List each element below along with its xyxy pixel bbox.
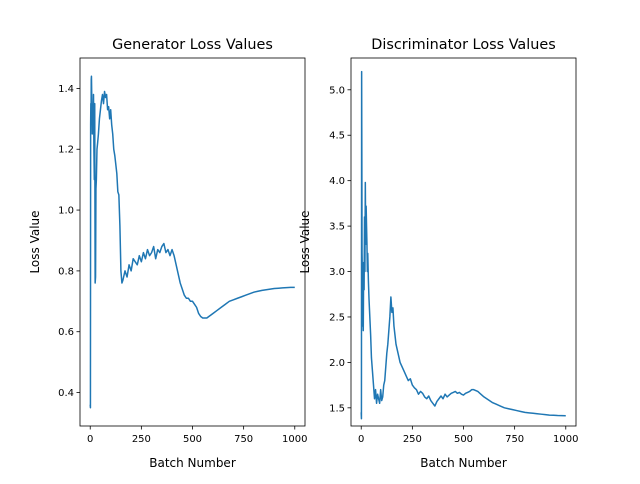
x-tick-label: 1000 bbox=[282, 434, 307, 445]
y-tick-label: 1.2 bbox=[58, 145, 74, 156]
x-tick-label: 500 bbox=[454, 434, 473, 445]
y-tick-label: 2.0 bbox=[329, 358, 345, 369]
x-tick-label: 0 bbox=[87, 434, 93, 445]
x-axis-label: Batch Number bbox=[420, 456, 507, 470]
x-tick-label: 250 bbox=[403, 434, 422, 445]
chart-title: Discriminator Loss Values bbox=[371, 37, 555, 53]
chart-title: Generator Loss Values bbox=[112, 37, 273, 53]
y-tick-label: 1.4 bbox=[58, 84, 74, 95]
x-tick-label: 750 bbox=[234, 434, 253, 445]
y-tick-label: 5.0 bbox=[329, 85, 345, 96]
x-tick-label: 0 bbox=[358, 434, 364, 445]
x-tick-label: 250 bbox=[132, 434, 151, 445]
y-axis-label: Loss Value bbox=[298, 210, 312, 273]
y-tick-label: 1.0 bbox=[58, 206, 74, 217]
y-tick-label: 3.5 bbox=[329, 222, 345, 233]
y-tick-label: 0.4 bbox=[58, 388, 74, 399]
y-tick-label: 4.5 bbox=[329, 131, 345, 142]
y-tick-label: 4.0 bbox=[329, 176, 345, 187]
y-tick-label: 0.6 bbox=[58, 327, 74, 338]
y-tick-label: 0.8 bbox=[58, 266, 74, 277]
y-tick-label: 2.5 bbox=[329, 312, 345, 323]
x-axis-label: Batch Number bbox=[149, 456, 236, 470]
y-tick-label: 1.5 bbox=[329, 403, 345, 414]
y-tick-label: 3.0 bbox=[329, 267, 345, 278]
x-tick-label: 750 bbox=[505, 434, 524, 445]
y-axis-label: Loss Value bbox=[28, 210, 42, 273]
x-tick-label: 1000 bbox=[553, 434, 578, 445]
x-tick-label: 500 bbox=[183, 434, 202, 445]
